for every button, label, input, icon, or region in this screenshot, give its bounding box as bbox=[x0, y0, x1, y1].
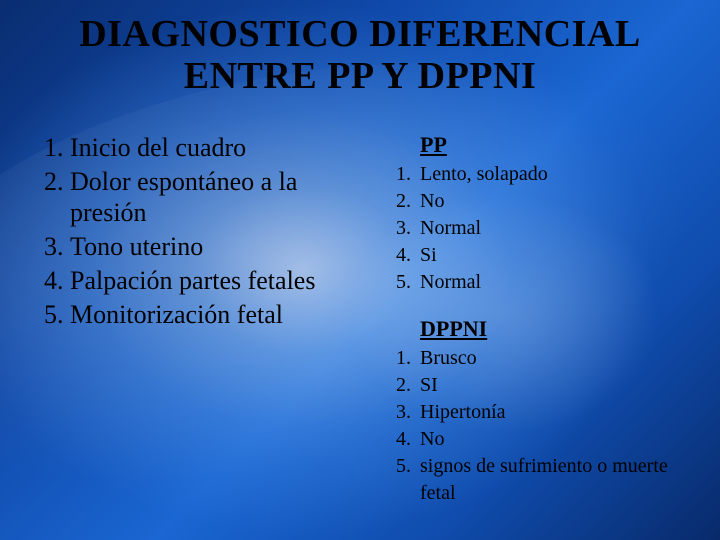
list-item: Tono uterino bbox=[70, 231, 370, 263]
list-item: Hipertonía bbox=[416, 399, 696, 426]
criteria-text: Monitorización fetal bbox=[70, 300, 283, 329]
list-item: Palpación partes fetales bbox=[70, 265, 370, 297]
list-item: Dolor espontáneo a la presión bbox=[70, 166, 370, 229]
criteria-column: Inicio del cuadro Dolor espontáneo a la … bbox=[40, 132, 376, 507]
slide: DIAGNOSTICO DIFERENCIAL ENTRE PP Y DPPNI… bbox=[0, 0, 720, 540]
dppni-text: signos de sufrimiento o muerte fetal bbox=[420, 455, 668, 504]
criteria-list: Inicio del cuadro Dolor espontáneo a la … bbox=[40, 132, 370, 330]
list-item: Si bbox=[416, 242, 696, 269]
list-item: No bbox=[416, 188, 696, 215]
criteria-text: Tono uterino bbox=[70, 232, 203, 261]
dppni-text: Brusco bbox=[420, 347, 477, 369]
dppni-text: SI bbox=[420, 374, 438, 396]
criteria-text: Palpación partes fetales bbox=[70, 266, 315, 295]
pp-text: No bbox=[420, 190, 444, 212]
list-item: Normal bbox=[416, 269, 696, 296]
dppni-list: Brusco SI Hipertonía No signos de sufrim… bbox=[378, 345, 696, 507]
list-item: SI bbox=[416, 372, 696, 399]
slide-body: Inicio del cuadro Dolor espontáneo a la … bbox=[40, 132, 696, 507]
title-line-2: ENTRE PP Y DPPNI bbox=[184, 55, 536, 97]
list-item: Normal bbox=[416, 215, 696, 242]
criteria-text: Inicio del cuadro bbox=[70, 133, 246, 162]
pp-text: Normal bbox=[420, 217, 481, 239]
list-item: Inicio del cuadro bbox=[70, 132, 370, 164]
answers-column: PP Lento, solapado No Normal Si Normal D… bbox=[376, 132, 696, 507]
dppni-text: No bbox=[420, 428, 444, 450]
list-item: Brusco bbox=[416, 345, 696, 372]
pp-list: Lento, solapado No Normal Si Normal bbox=[378, 161, 696, 296]
list-item: signos de sufrimiento o muerte fetal bbox=[416, 453, 696, 507]
criteria-text: Dolor espontáneo a la presión bbox=[70, 167, 297, 228]
list-item: Lento, solapado bbox=[416, 161, 696, 188]
list-item: No bbox=[416, 426, 696, 453]
slide-title: DIAGNOSTICO DIFERENCIAL ENTRE PP Y DPPNI bbox=[0, 14, 720, 98]
title-line-1: DIAGNOSTICO DIFERENCIAL bbox=[79, 13, 641, 55]
dppni-text: Hipertonía bbox=[420, 401, 506, 423]
dppni-heading: DPPNI bbox=[420, 316, 696, 342]
pp-text: Normal bbox=[420, 271, 481, 293]
pp-text: Si bbox=[420, 244, 437, 266]
list-item: Monitorización fetal bbox=[70, 299, 370, 331]
pp-heading: PP bbox=[420, 132, 696, 158]
pp-text: Lento, solapado bbox=[420, 163, 548, 185]
